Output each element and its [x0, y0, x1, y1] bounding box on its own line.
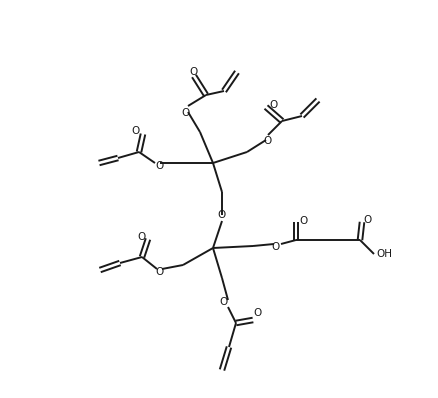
Text: O: O: [219, 297, 227, 307]
Text: O: O: [299, 216, 307, 226]
Text: O: O: [269, 100, 277, 110]
Text: O: O: [189, 67, 197, 77]
Text: O: O: [364, 215, 372, 225]
Text: O: O: [155, 161, 163, 171]
Text: O: O: [272, 242, 280, 252]
Text: O: O: [156, 267, 164, 277]
Text: O: O: [182, 108, 190, 118]
Text: O: O: [253, 308, 261, 318]
Text: OH: OH: [376, 249, 392, 259]
Text: O: O: [137, 232, 145, 242]
Text: O: O: [264, 136, 272, 146]
Text: O: O: [218, 210, 226, 220]
Text: O: O: [132, 126, 140, 136]
